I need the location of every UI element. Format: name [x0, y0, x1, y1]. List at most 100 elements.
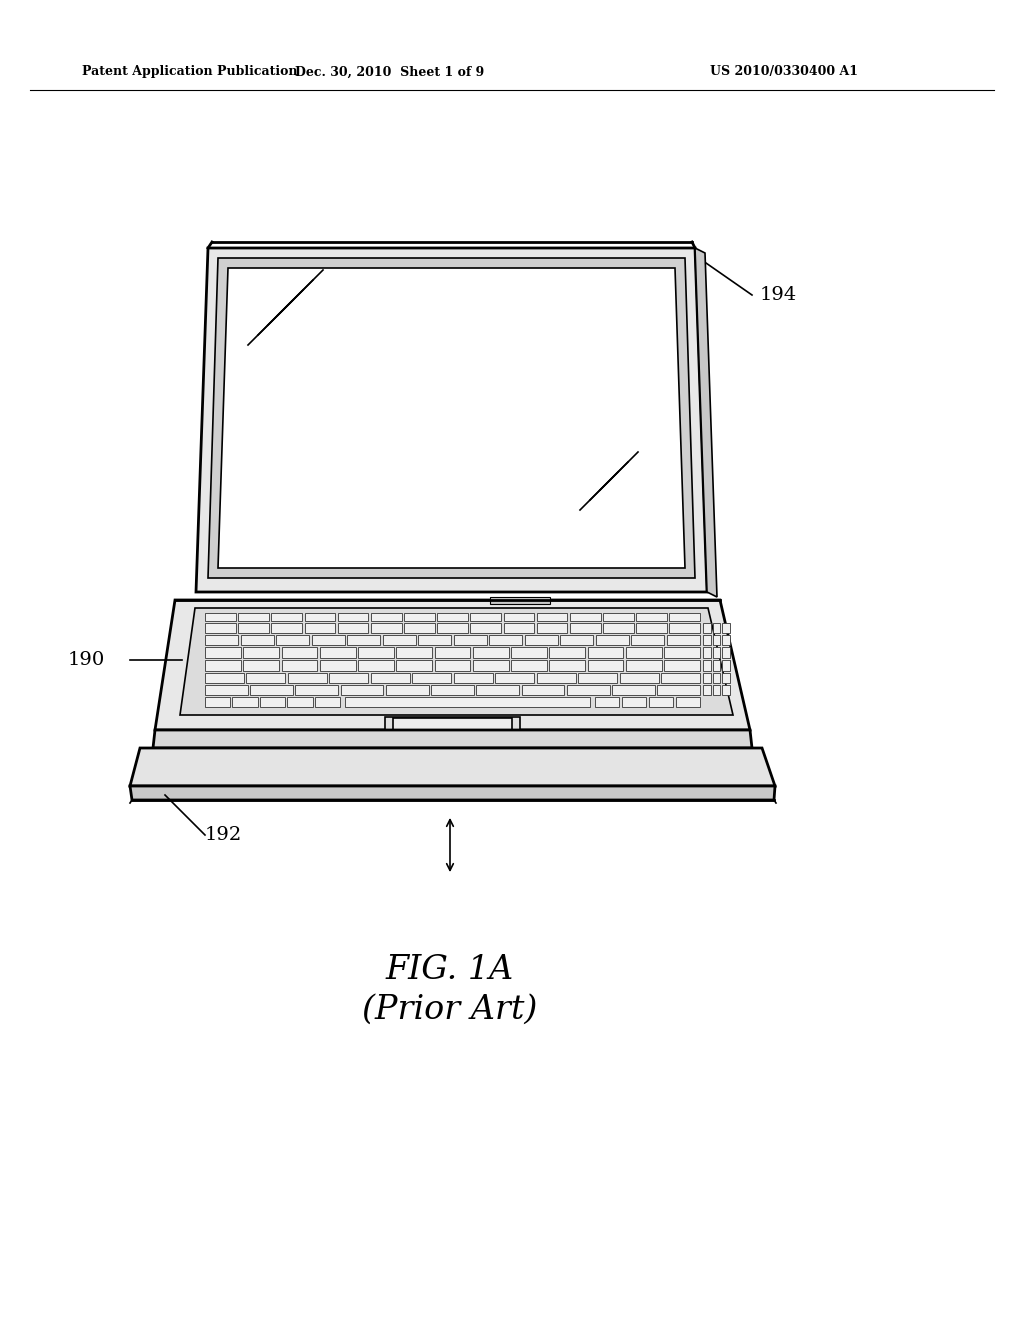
Bar: [241, 635, 273, 645]
Bar: [511, 660, 547, 671]
Bar: [722, 685, 730, 696]
Bar: [276, 635, 309, 645]
Bar: [205, 685, 248, 696]
Bar: [595, 697, 620, 708]
Polygon shape: [155, 601, 750, 730]
Bar: [404, 623, 434, 634]
Bar: [713, 635, 720, 645]
Bar: [341, 685, 383, 696]
Bar: [612, 685, 654, 696]
Bar: [537, 623, 567, 634]
Bar: [385, 717, 520, 772]
Bar: [473, 647, 509, 657]
Bar: [282, 647, 317, 657]
Polygon shape: [218, 268, 685, 568]
Bar: [473, 660, 509, 671]
Text: FIG. 1A: FIG. 1A: [386, 954, 514, 986]
Bar: [588, 647, 624, 657]
Bar: [550, 660, 585, 671]
Bar: [662, 673, 700, 682]
Bar: [537, 612, 567, 620]
Bar: [722, 647, 730, 657]
Bar: [437, 623, 468, 634]
Bar: [588, 660, 624, 671]
Bar: [676, 697, 700, 708]
Bar: [569, 612, 600, 620]
Bar: [434, 647, 470, 657]
Bar: [521, 685, 564, 696]
Polygon shape: [196, 248, 707, 591]
Bar: [703, 635, 711, 645]
Bar: [338, 623, 369, 634]
Bar: [525, 635, 558, 645]
Bar: [244, 647, 279, 657]
Bar: [413, 673, 452, 682]
Bar: [470, 612, 501, 620]
Bar: [250, 685, 293, 696]
Bar: [722, 673, 730, 682]
Bar: [596, 635, 629, 645]
Bar: [396, 660, 432, 671]
Bar: [550, 647, 585, 657]
Bar: [431, 685, 474, 696]
Bar: [271, 623, 302, 634]
Bar: [537, 673, 575, 682]
Bar: [232, 697, 258, 708]
Bar: [560, 635, 593, 645]
Bar: [311, 635, 345, 645]
Bar: [288, 673, 327, 682]
Bar: [383, 635, 416, 645]
Bar: [636, 612, 667, 620]
Text: 192: 192: [205, 826, 243, 843]
Bar: [358, 660, 394, 671]
Bar: [239, 612, 269, 620]
Polygon shape: [130, 748, 775, 785]
Bar: [722, 660, 730, 671]
Text: 190: 190: [68, 651, 105, 669]
Text: (Prior Art): (Prior Art): [362, 994, 538, 1026]
Bar: [418, 635, 452, 645]
Text: US 2010/0330400 A1: US 2010/0330400 A1: [710, 66, 858, 78]
Bar: [632, 635, 665, 645]
Bar: [504, 623, 535, 634]
Bar: [205, 635, 238, 645]
Bar: [371, 623, 401, 634]
Bar: [622, 697, 646, 708]
Bar: [579, 673, 617, 682]
Bar: [205, 623, 236, 634]
Bar: [713, 660, 720, 671]
Polygon shape: [695, 248, 717, 597]
Bar: [319, 647, 355, 657]
Bar: [319, 660, 355, 671]
Bar: [713, 673, 720, 682]
Polygon shape: [208, 257, 695, 578]
Bar: [626, 660, 662, 671]
Bar: [454, 635, 486, 645]
Bar: [489, 635, 522, 645]
Bar: [665, 660, 700, 671]
Bar: [703, 623, 711, 634]
Bar: [404, 612, 434, 620]
Bar: [393, 718, 512, 756]
Bar: [567, 685, 609, 696]
Bar: [636, 623, 667, 634]
Bar: [437, 612, 468, 620]
Bar: [371, 673, 410, 682]
Bar: [722, 623, 730, 634]
Bar: [386, 685, 429, 696]
Bar: [603, 623, 634, 634]
Bar: [371, 612, 401, 620]
Bar: [713, 685, 720, 696]
Bar: [358, 647, 394, 657]
Bar: [205, 612, 236, 620]
Bar: [345, 697, 590, 708]
Bar: [496, 673, 535, 682]
Text: 194: 194: [760, 286, 798, 304]
Bar: [670, 623, 700, 634]
Bar: [330, 673, 369, 682]
Bar: [603, 612, 634, 620]
Polygon shape: [180, 609, 733, 715]
Bar: [396, 647, 432, 657]
Bar: [391, 756, 449, 770]
Bar: [703, 647, 711, 657]
